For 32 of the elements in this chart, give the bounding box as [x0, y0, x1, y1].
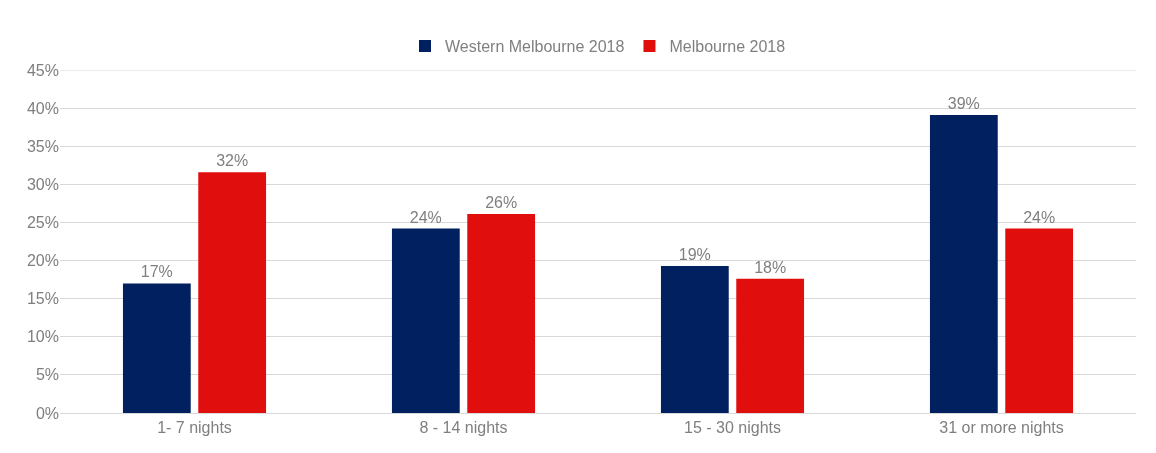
bar — [198, 172, 267, 413]
data-label: 24% — [1023, 208, 1056, 226]
data-label: 24% — [409, 208, 442, 226]
data-label: 39% — [947, 94, 980, 112]
y-tick-label: 25% — [26, 214, 59, 232]
y-tick-label: 45% — [26, 61, 59, 79]
data-label: 26% — [485, 194, 518, 212]
bar — [929, 114, 998, 413]
x-tick-label: 31 or more nights — [939, 419, 1064, 437]
y-tick-label: 10% — [26, 328, 59, 346]
bar — [391, 228, 460, 413]
y-tick-label: 40% — [26, 99, 59, 117]
y-tick-label: 20% — [26, 252, 59, 270]
bar — [467, 214, 536, 413]
data-label: 17% — [140, 263, 173, 281]
y-tick-label: 5% — [35, 366, 59, 384]
x-tick-label: 8 - 14 nights — [419, 419, 508, 437]
x-tick-label: 15 - 30 nights — [684, 419, 781, 437]
y-tick-label: 35% — [26, 137, 59, 155]
y-tick-label: 0% — [35, 404, 59, 422]
data-label: 19% — [678, 245, 711, 263]
data-label: 32% — [216, 152, 249, 170]
bar — [660, 265, 729, 413]
bar — [1005, 228, 1074, 413]
bar — [122, 283, 191, 413]
y-tick-label: 30% — [26, 175, 59, 193]
legend-label: Western Melbourne 2018 — [445, 38, 625, 56]
y-tick-label: 15% — [26, 290, 59, 308]
legend-label: Melbourne 2018 — [669, 38, 786, 56]
x-tick-label: 1- 7 nights — [157, 419, 232, 437]
bar — [736, 278, 805, 413]
data-label: 18% — [754, 258, 787, 276]
